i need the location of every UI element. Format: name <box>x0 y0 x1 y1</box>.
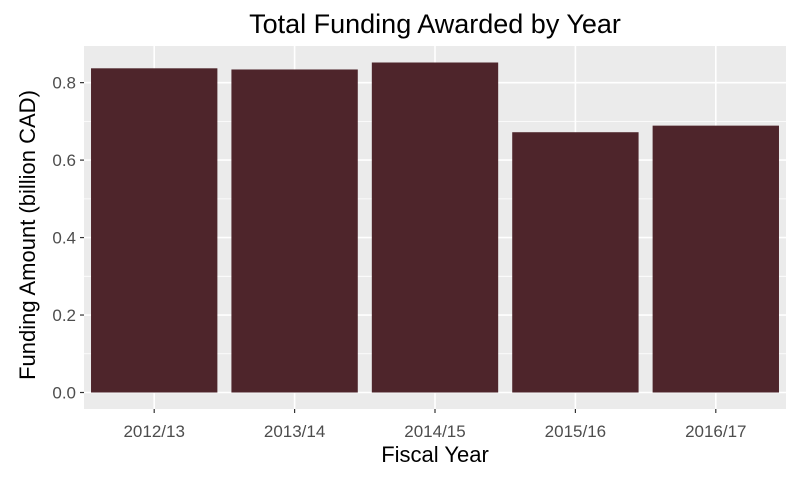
y-tick-label: 0.2 <box>52 306 76 325</box>
y-axis-title: Funding Amount (billion CAD) <box>15 90 40 380</box>
bar-2015/16 <box>512 132 639 393</box>
bar-2016/17 <box>652 125 779 393</box>
x-axis-ticks: 2012/13 2013/14 2014/15 2015/16 2016/17 <box>123 409 747 441</box>
y-axis-ticks: 0.0 0.2 0.4 0.6 0.8 <box>52 74 84 403</box>
y-tick-label: 0.4 <box>52 229 76 248</box>
bars <box>91 62 779 393</box>
x-tick-label: 2016/17 <box>685 422 746 441</box>
x-tick-label: 2012/13 <box>123 422 184 441</box>
bar-2013/14 <box>231 69 358 393</box>
bar-2014/15 <box>371 62 499 393</box>
chart-title: Total Funding Awarded by Year <box>249 9 621 39</box>
x-tick-label: 2014/15 <box>404 422 465 441</box>
bar-2012/13 <box>91 68 218 393</box>
y-tick-label: 0.0 <box>52 384 76 403</box>
x-tick-label: 2015/16 <box>545 422 606 441</box>
x-tick-label: 2013/14 <box>264 422 325 441</box>
x-axis-title: Fiscal Year <box>381 442 489 467</box>
y-tick-label: 0.6 <box>52 151 76 170</box>
y-tick-label: 0.8 <box>52 74 76 93</box>
